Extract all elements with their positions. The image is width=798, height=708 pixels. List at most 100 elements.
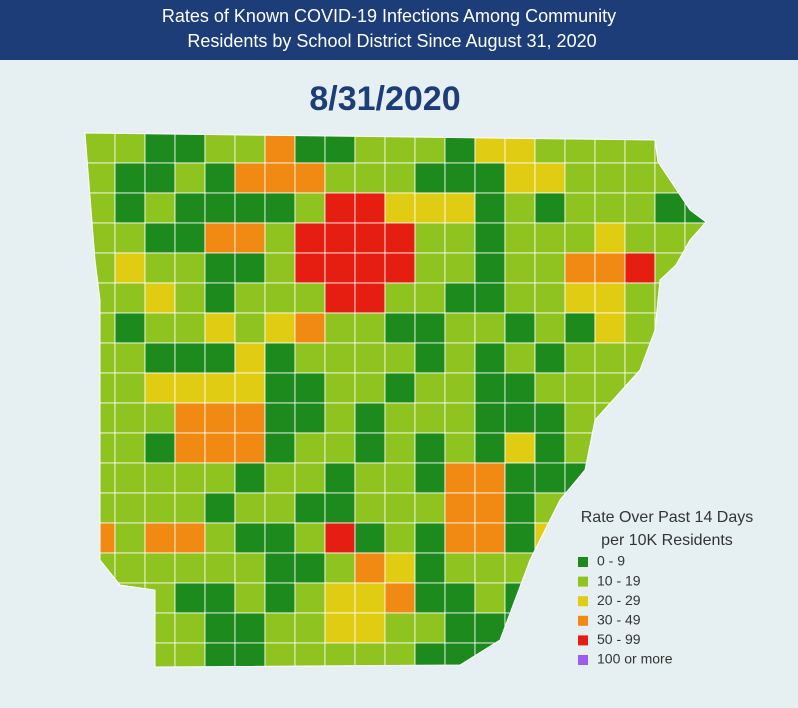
- district: [384, 162, 416, 194]
- district: [264, 492, 296, 524]
- district: [144, 312, 176, 344]
- district: [234, 492, 266, 524]
- district: [114, 492, 146, 524]
- legend-swatch: [578, 655, 588, 665]
- district: [264, 642, 296, 667]
- legend-label: 30 - 49: [597, 612, 641, 628]
- district: [564, 192, 596, 224]
- header-title: Rates of Known COVID-19 Infections Among…: [162, 6, 616, 26]
- district: [144, 372, 176, 404]
- district: [384, 462, 416, 494]
- header-bar: [0, 0, 798, 60]
- district: [504, 162, 536, 194]
- district: [294, 462, 326, 494]
- district: [354, 372, 386, 404]
- district: [234, 612, 266, 644]
- district: [384, 642, 416, 667]
- legend-label: 10 - 19: [597, 572, 641, 588]
- district: [564, 162, 596, 194]
- district: [594, 222, 626, 254]
- district: [594, 192, 626, 224]
- district: [324, 462, 356, 494]
- district: [204, 522, 236, 554]
- district: [264, 402, 296, 434]
- district: [354, 402, 386, 434]
- district: [474, 192, 506, 224]
- district: [414, 192, 446, 224]
- district: [234, 522, 266, 554]
- district: [204, 402, 236, 434]
- district: [174, 552, 206, 584]
- district: [384, 492, 416, 524]
- district: [354, 312, 386, 344]
- district: [294, 312, 326, 344]
- district: [324, 432, 356, 464]
- district: [444, 192, 476, 224]
- district: [414, 162, 446, 194]
- district: [294, 522, 326, 554]
- district: [534, 192, 566, 224]
- district: [324, 552, 356, 584]
- district: [234, 462, 266, 494]
- district: [414, 612, 446, 644]
- district: [594, 342, 626, 374]
- district: [204, 552, 236, 584]
- district: [324, 372, 356, 404]
- district: [264, 462, 296, 494]
- district: [444, 342, 476, 374]
- district: [204, 342, 236, 374]
- district: [144, 133, 176, 164]
- district: [474, 582, 506, 614]
- district: [654, 192, 686, 224]
- district: [264, 282, 296, 314]
- district: [444, 312, 476, 344]
- district: [474, 432, 506, 464]
- district: [264, 372, 296, 404]
- district: [324, 282, 356, 314]
- district: [384, 552, 416, 584]
- district: [564, 342, 596, 374]
- district: [234, 192, 266, 224]
- district: [114, 432, 146, 464]
- district: [264, 522, 296, 554]
- district: [294, 612, 326, 644]
- district: [264, 162, 296, 194]
- district: [144, 282, 176, 314]
- legend-swatch: [578, 557, 588, 567]
- district: [534, 312, 566, 344]
- district: [204, 162, 236, 194]
- district: [264, 252, 296, 284]
- district: [144, 342, 176, 374]
- district: [174, 342, 206, 374]
- district: [594, 162, 626, 194]
- district: [85, 133, 116, 164]
- district: [144, 522, 176, 554]
- district: [474, 372, 506, 404]
- district: [234, 162, 266, 194]
- district: [144, 492, 176, 524]
- district: [324, 192, 356, 224]
- district: [504, 312, 536, 344]
- district: [294, 492, 326, 524]
- district: [414, 252, 446, 284]
- district: [474, 162, 506, 194]
- district: [174, 282, 206, 314]
- district: [624, 312, 656, 344]
- district: [504, 372, 536, 404]
- district: [354, 432, 386, 464]
- district: [144, 162, 176, 194]
- district: [114, 282, 146, 314]
- district: [234, 133, 266, 164]
- district: [174, 612, 206, 644]
- district: [204, 612, 236, 644]
- district: [474, 282, 506, 314]
- district: [564, 312, 596, 344]
- district: [234, 252, 266, 284]
- district: [114, 342, 146, 374]
- district: [414, 282, 446, 314]
- district: [354, 252, 386, 284]
- district: [354, 162, 386, 194]
- district: [534, 462, 566, 494]
- district: [534, 222, 566, 254]
